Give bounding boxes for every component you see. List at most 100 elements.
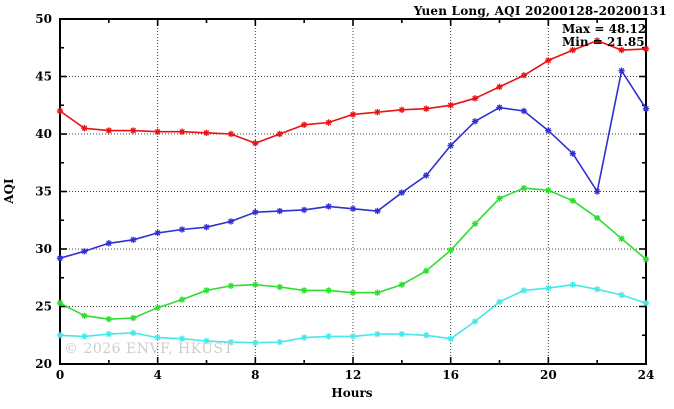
red-line-marker <box>81 125 88 132</box>
blue-line-marker <box>178 226 186 233</box>
blue-line-marker <box>203 223 210 231</box>
blue-line-marker <box>276 207 283 215</box>
red-line-marker <box>618 46 625 54</box>
x-axis-label: Hours <box>331 386 373 400</box>
red-line-marker <box>56 107 64 115</box>
red-line-marker <box>227 130 235 138</box>
blue-line-marker <box>545 127 552 134</box>
cyan-line-marker <box>471 318 479 325</box>
chart-title: Yuen Long, AQI 20200128-20200131 <box>413 4 667 18</box>
watermark: © 2026 ENVF, HKUST <box>64 341 234 357</box>
cyan-line-marker <box>252 339 259 346</box>
green-line-marker <box>276 283 283 291</box>
blue-line <box>59 70 647 259</box>
red-line-marker <box>276 130 283 138</box>
y-tick-label: 25 <box>35 300 52 314</box>
cyan-line-marker <box>325 333 332 340</box>
cyan-line-marker <box>642 299 650 307</box>
green-line-marker <box>398 281 406 288</box>
red-line-marker <box>569 46 576 54</box>
green-line-marker <box>545 187 552 194</box>
red-line-marker <box>130 127 137 134</box>
red-line-marker <box>105 127 113 134</box>
red-line-marker <box>423 105 430 112</box>
cyan-line-marker <box>130 329 137 337</box>
cyan-line-marker <box>105 330 113 338</box>
green-line-marker <box>569 197 576 204</box>
cyan-line-marker <box>398 330 406 338</box>
cyan-line-marker <box>447 335 454 342</box>
green-line-marker <box>252 281 259 288</box>
min-value-label: Min = 21.85 <box>562 35 645 49</box>
y-tick-label: 30 <box>35 242 52 256</box>
cyan-line-marker <box>593 286 601 293</box>
blue-line-marker <box>471 118 479 125</box>
cyan-line-marker <box>203 337 210 345</box>
green-line-marker <box>81 312 88 319</box>
red-line-marker <box>178 128 186 135</box>
cyan-line-marker <box>569 281 576 288</box>
blue-line-marker <box>398 189 406 196</box>
green-line-marker <box>447 246 454 254</box>
blue-line-marker <box>618 67 625 74</box>
green-line-marker <box>520 184 528 192</box>
red-line-marker <box>447 102 454 109</box>
y-tick-label: 40 <box>35 127 52 141</box>
y-tick-label: 35 <box>35 185 52 199</box>
x-tick-label: 4 <box>153 368 161 382</box>
blue-line-marker <box>227 218 235 225</box>
red-line-marker <box>496 83 503 91</box>
x-tick-label: 12 <box>345 368 362 382</box>
blue-line-marker <box>447 142 454 149</box>
blue-line-marker <box>81 248 88 255</box>
cyan-line-marker <box>520 287 528 294</box>
blue-line-marker <box>520 107 528 115</box>
x-tick-label: 8 <box>251 368 259 382</box>
red-line-marker <box>642 45 650 53</box>
x-tick-label: 16 <box>442 368 459 382</box>
green-line-marker <box>300 287 308 294</box>
red-line-marker <box>471 95 479 102</box>
x-tick-label: 0 <box>56 368 64 382</box>
green-line-marker <box>496 195 503 202</box>
green-line-marker <box>130 314 137 322</box>
blue-line-marker <box>130 236 137 243</box>
y-axis-label: AQI <box>2 178 16 204</box>
red-line-marker <box>374 108 381 116</box>
blue-line-marker <box>496 104 503 111</box>
green-line-marker <box>203 287 210 294</box>
max-value-label: Max = 48.12 <box>562 22 647 36</box>
red-line-marker <box>398 106 406 114</box>
green-line-marker <box>56 299 64 307</box>
green-line-marker <box>471 220 479 227</box>
red-line-marker <box>545 57 552 64</box>
cyan-line-marker <box>374 330 381 338</box>
cyan-line-marker <box>178 335 186 342</box>
blue-line-marker <box>374 207 381 215</box>
cyan-line-marker <box>545 284 552 292</box>
green-line-marker <box>178 296 186 303</box>
cyan-line-marker <box>227 338 235 346</box>
blue-line-marker <box>593 188 601 195</box>
blue-line-marker <box>56 255 64 262</box>
cyan-line-marker <box>154 334 161 341</box>
cyan-line-marker <box>276 338 283 346</box>
y-tick-label: 50 <box>35 12 52 26</box>
y-tick-label: 20 <box>35 357 52 371</box>
green-line-marker <box>325 287 332 294</box>
blue-line-marker <box>569 150 576 157</box>
green-line-marker <box>423 267 430 275</box>
red-line-marker <box>154 128 161 135</box>
cyan-line-marker <box>423 332 430 339</box>
red-line-marker <box>593 37 601 44</box>
blue-line-marker <box>642 105 650 112</box>
x-tick-label: 20 <box>540 368 557 382</box>
cyan-line-marker <box>56 332 64 339</box>
blue-line-marker <box>300 206 308 214</box>
blue-line-marker <box>252 209 259 216</box>
green-line-marker <box>105 315 113 323</box>
green-line-marker <box>618 235 625 242</box>
green-line-marker <box>374 289 381 296</box>
